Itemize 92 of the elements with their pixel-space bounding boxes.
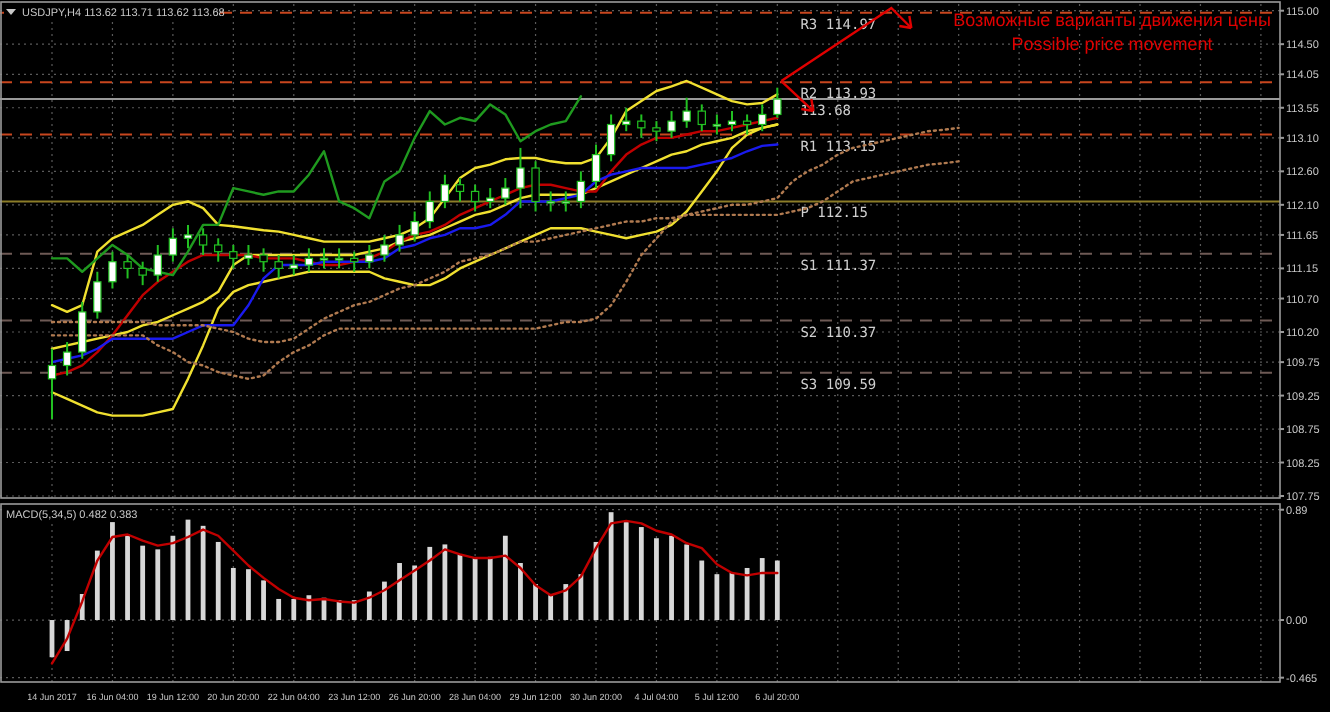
bar [714, 574, 720, 621]
bar [774, 560, 780, 621]
bar [472, 558, 478, 621]
bar [94, 550, 100, 621]
candlestick [425, 190, 434, 230]
candlestick [229, 243, 238, 270]
annotation: Possible price movement [1011, 34, 1214, 54]
candlestick [395, 223, 404, 253]
bar [155, 549, 161, 621]
candlestick [576, 170, 586, 210]
bar [170, 535, 176, 621]
candlestick [334, 247, 344, 270]
candlestick [637, 113, 646, 139]
bar [306, 595, 312, 621]
candlestick [742, 113, 752, 136]
candlestick [470, 183, 480, 213]
bar [518, 563, 523, 621]
candlestick [78, 300, 87, 360]
bar [744, 567, 750, 621]
candlestick [62, 341, 72, 377]
bar [669, 535, 674, 621]
bar [427, 546, 433, 621]
bar [382, 581, 387, 621]
bar [533, 584, 538, 621]
candlestick [682, 96, 691, 129]
candlestick [138, 260, 147, 287]
candlestick [773, 86, 782, 119]
candlestick [319, 247, 329, 270]
bar [215, 541, 221, 621]
candlestick [758, 103, 767, 133]
candlestick [622, 106, 631, 133]
candlestick [501, 177, 510, 206]
candlestick [546, 190, 555, 213]
bar [442, 544, 448, 621]
bar [759, 558, 765, 621]
candlestick [304, 247, 314, 273]
bar [110, 522, 115, 621]
candlestick [410, 210, 419, 243]
candlestick [380, 233, 389, 263]
candlestick [289, 254, 298, 277]
candlestick [591, 143, 601, 190]
bar [397, 563, 402, 621]
bar [230, 567, 236, 621]
bar [578, 574, 584, 621]
candlestick [455, 177, 465, 203]
line-series [50, 95, 583, 277]
candlestick [531, 160, 540, 213]
bar [125, 534, 130, 621]
candlestick [667, 110, 676, 139]
bar [261, 580, 266, 621]
candlestick [198, 227, 208, 257]
candlestick [259, 247, 268, 273]
bar [487, 556, 493, 621]
candlestick [244, 243, 253, 267]
bar [548, 595, 554, 621]
candlestick [652, 120, 661, 143]
bar [654, 538, 659, 621]
candlestick [486, 187, 495, 210]
bar [623, 522, 629, 621]
bar [502, 535, 508, 621]
bar [638, 527, 644, 621]
bar [684, 544, 690, 621]
candlestick [365, 243, 374, 270]
candlestick [93, 270, 102, 320]
bar [140, 545, 146, 621]
candlestick [108, 250, 117, 290]
bar [412, 565, 418, 621]
annotation: Возможные варианты движения цены [953, 10, 1271, 30]
candlestick [712, 113, 722, 136]
bar [291, 598, 297, 621]
bar [200, 525, 206, 621]
candlestick [168, 227, 178, 263]
bar [563, 584, 569, 621]
candlestick [561, 190, 570, 213]
candlestick [153, 243, 162, 283]
candlestick [440, 173, 450, 210]
candlestick [214, 237, 223, 263]
bar [366, 591, 372, 621]
bar [246, 569, 251, 621]
candlestick [183, 223, 193, 250]
candlestick [606, 113, 616, 163]
candlestick [47, 347, 57, 421]
candlestick [727, 110, 737, 133]
bar [699, 560, 705, 621]
candlestick [274, 254, 283, 280]
line-series [50, 79, 779, 314]
candlestick [697, 103, 706, 133]
line-series [50, 519, 779, 665]
candlestick [123, 254, 132, 280]
candlestick [516, 146, 525, 210]
bar [276, 598, 282, 621]
bar [608, 512, 614, 621]
